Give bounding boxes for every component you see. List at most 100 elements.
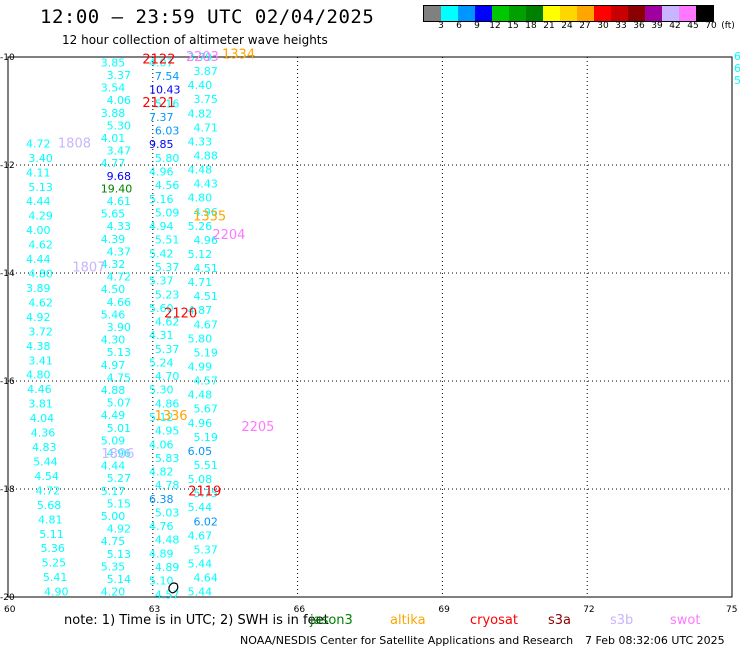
color-scale-tick: 9	[474, 21, 480, 31]
color-scale-tick: 27	[579, 21, 591, 31]
pass-time-label: 1806	[101, 447, 134, 462]
color-scale-tick: 18	[525, 21, 537, 31]
island-shape	[168, 582, 179, 594]
swh-value: 4.71	[188, 276, 213, 289]
credit-timestamp: 7 Feb 08:32:06 UTC 2025	[585, 634, 725, 647]
swh-value: 6.05	[188, 445, 213, 458]
swh-value: 4.76	[149, 520, 174, 533]
swh-value: 4.62	[155, 316, 180, 329]
swh-value: 4.80	[26, 369, 51, 382]
swh-value: 4.78	[155, 479, 180, 492]
swh-value: 5.15	[107, 497, 132, 510]
color-scale-tick: 6	[456, 21, 462, 31]
edge-swh-value: 6	[734, 50, 740, 63]
swh-value: 4.96	[188, 417, 213, 430]
swh-value: 3.37	[107, 69, 132, 82]
swh-value: 5.68	[37, 499, 62, 512]
swh-value: 4.89	[149, 547, 174, 560]
swh-value: 5.24	[149, 356, 174, 369]
swh-value: 4.57	[155, 588, 180, 601]
x-tick-label: 69	[438, 605, 450, 615]
swh-value: 4.62	[28, 239, 53, 252]
swh-value: 4.01	[101, 132, 126, 145]
swh-value: 4.57	[193, 375, 218, 388]
y-tick-label: -12	[0, 161, 15, 171]
pass-time-label: 2204	[212, 228, 245, 243]
swh-value: 4.48	[155, 534, 180, 547]
swh-value: 5.37	[149, 275, 174, 288]
y-tick-label: -20	[0, 593, 15, 603]
color-swatch	[577, 6, 594, 21]
swh-value: 5.44	[33, 455, 58, 468]
swh-value: 4.49	[101, 409, 126, 422]
swh-value: 4.06	[107, 94, 132, 107]
color-scale-tick: 33	[615, 21, 627, 31]
swh-value: 3.75	[193, 93, 218, 106]
axis-ticks: 60 63 66 69 72 75 -10 -12 -14 -16 -18 -20	[0, 53, 737, 615]
swh-value: 4.39	[101, 233, 126, 246]
swh-value: 4.71	[193, 121, 218, 134]
pass-time-label: 2203	[186, 50, 219, 65]
swh-value: 4.43	[193, 178, 218, 191]
swh-value: 4.89	[155, 561, 180, 574]
mission-legend: jason3 altika cryosat s3a s3b swot	[0, 613, 740, 629]
swh-value: 4.30	[101, 334, 126, 347]
swh-value: 6.03	[155, 125, 180, 138]
swh-value: 5.16	[149, 193, 174, 206]
swh-value: 4.81	[38, 513, 63, 526]
mission-legend-item: cryosat	[470, 613, 518, 628]
altimeter-tracks: 3.853.373.544.063.885.304.013.474.779.68…	[26, 50, 740, 601]
swh-value: 6.38	[149, 493, 174, 506]
swh-value: 5.10	[149, 575, 174, 588]
color-swatch	[628, 6, 645, 21]
swh-value: 4.96	[107, 447, 132, 460]
swh-value: 4.82	[188, 107, 213, 120]
swh-value: 4.97	[101, 359, 126, 372]
swh-value: 5.46	[101, 308, 126, 321]
mission-legend-item: s3a	[548, 613, 572, 628]
swh-value: 4.96	[193, 206, 218, 219]
swh-value: 5.41	[43, 571, 68, 584]
mission-legend-item: jason3	[310, 613, 353, 628]
swh-value: 4.77	[101, 157, 126, 170]
swh-value: 4.95	[155, 425, 180, 438]
swh-value: 5.35	[101, 560, 126, 573]
color-swatch	[441, 6, 458, 21]
color-scale-tick: 12	[489, 21, 501, 31]
swh-value: 3.90	[107, 321, 132, 334]
y-tick-label: -10	[0, 53, 15, 63]
swh-value: 4.44	[26, 195, 51, 208]
swh-value: 4.94	[149, 220, 174, 233]
swh-value: 5.13	[107, 346, 132, 359]
pass-time-label: 1808	[58, 136, 91, 151]
pass-time-label: 2205	[241, 420, 274, 435]
swh-value: 5.19	[193, 431, 218, 444]
swh-value: 4.56	[155, 179, 180, 192]
swh-value: 4.82	[149, 466, 174, 479]
swh-value: 4.83	[32, 441, 56, 454]
page-title: 12:00 – 23:59 UTC 02/04/2025	[40, 6, 375, 28]
swh-value: 4.48	[188, 389, 213, 402]
swh-value: 5.13	[28, 181, 53, 194]
pass-time-label: 2120	[164, 307, 197, 322]
swh-value: 3.81	[28, 398, 53, 411]
color-swatch	[543, 6, 560, 21]
swh-value: 4.62	[28, 296, 53, 309]
swh-value: 4.67	[193, 318, 218, 331]
swh-value: 3.89	[26, 282, 51, 295]
swh-value: 4.11	[26, 166, 51, 179]
color-scale-tick: 42	[669, 21, 681, 31]
swh-value: 3.72	[28, 325, 53, 338]
swh-value: 5.80	[188, 332, 213, 345]
swh-value: 5.08	[188, 473, 213, 486]
swh-value: 5.42	[149, 247, 174, 260]
units-note: note: 1) Time is in UTC; 2) SWH is in fe…	[64, 613, 329, 628]
x-tick-label: 60	[4, 605, 16, 615]
swh-value: 5.75	[193, 487, 218, 500]
swh-value: 4.80	[28, 268, 53, 281]
swh-value: 3.40	[28, 152, 53, 165]
color-swatch	[679, 6, 696, 21]
swh-value: 4.33	[107, 220, 132, 233]
swh-value: 4.51	[193, 262, 218, 275]
swh-value: 4.88	[101, 384, 126, 397]
